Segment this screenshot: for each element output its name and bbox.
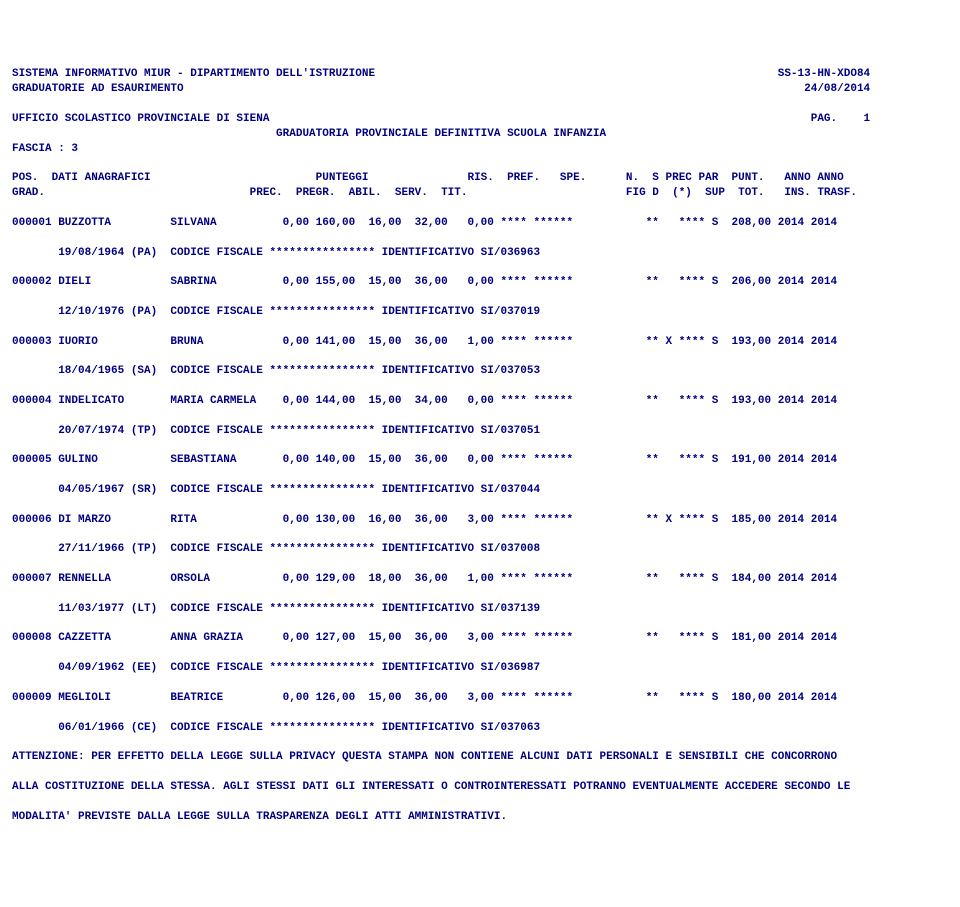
text-line: 11/03/1977 (LT) CODICE FISCALE *********… — [12, 602, 948, 617]
text-line — [12, 706, 948, 721]
text-line: ALLA COSTITUZIONE DELLA STESSA. AGLI STE… — [12, 780, 948, 795]
text-line — [12, 201, 948, 216]
text-line: 20/07/1974 (TP) CODICE FISCALE *********… — [12, 424, 948, 439]
text-line — [12, 156, 948, 171]
text-line — [12, 587, 948, 602]
text-line — [12, 735, 948, 750]
text-line: GRAD. PREC. PREGR. ABIL. SERV. TIT. FIG … — [12, 186, 948, 201]
text-line: POS. DATI ANAGRAFICI PUNTEGGI RIS. PREF.… — [12, 171, 948, 186]
text-line — [12, 379, 948, 394]
text-line: 000006 DI MARZO RITA 0,00 130,00 16,00 3… — [12, 513, 948, 528]
text-line — [12, 498, 948, 513]
text-line — [12, 765, 948, 780]
text-line — [12, 349, 948, 364]
text-line — [12, 320, 948, 335]
text-line: 06/01/1966 (CE) CODICE FISCALE *********… — [12, 721, 948, 736]
text-line — [12, 646, 948, 661]
text-line: 000008 CAZZETTA ANNA GRAZIA 0,00 127,00 … — [12, 631, 948, 646]
text-line: 000007 RENNELLA ORSOLA 0,00 129,00 18,00… — [12, 572, 948, 587]
text-line: 18/04/1965 (SA) CODICE FISCALE *********… — [12, 364, 948, 379]
text-line — [12, 557, 948, 572]
text-line: 000003 IUORIO BRUNA 0,00 141,00 15,00 36… — [12, 335, 948, 350]
text-line: 12/10/1976 (PA) CODICE FISCALE *********… — [12, 305, 948, 320]
text-line: UFFICIO SCOLASTICO PROVINCIALE DI SIENA … — [12, 112, 948, 127]
text-line — [12, 438, 948, 453]
text-line — [12, 528, 948, 543]
text-line: 27/11/1966 (TP) CODICE FISCALE *********… — [12, 542, 948, 557]
text-line — [12, 260, 948, 275]
text-line — [12, 290, 948, 305]
text-line — [12, 468, 948, 483]
text-line: 000004 INDELICATO MARIA CARMELA 0,00 144… — [12, 394, 948, 409]
text-line: 04/09/1962 (EE) CODICE FISCALE *********… — [12, 661, 948, 676]
text-line: 000005 GULINO SEBASTIANA 0,00 140,00 15,… — [12, 453, 948, 468]
document-root: SISTEMA INFORMATIVO MIUR - DIPARTIMENTO … — [12, 67, 948, 824]
text-line: FASCIA : 3 — [12, 142, 948, 157]
text-line: GRADUATORIA PROVINCIALE DEFINITIVA SCUOL… — [12, 127, 948, 142]
text-line — [12, 795, 948, 810]
text-line — [12, 231, 948, 246]
text-line: GRADUATORIE AD ESAURIMENTO 24/08/2014 — [12, 82, 948, 97]
text-line: 04/05/1967 (SR) CODICE FISCALE *********… — [12, 483, 948, 498]
text-line: SISTEMA INFORMATIVO MIUR - DIPARTIMENTO … — [12, 67, 948, 82]
text-line: 000002 DIELI SABRINA 0,00 155,00 15,00 3… — [12, 275, 948, 290]
text-line: 000001 BUZZOTTA SILVANA 0,00 160,00 16,0… — [12, 216, 948, 231]
text-line: ATTENZIONE: PER EFFETTO DELLA LEGGE SULL… — [12, 750, 948, 765]
text-line: 19/08/1964 (PA) CODICE FISCALE *********… — [12, 246, 948, 261]
text-line: MODALITA' PREVISTE DALLA LEGGE SULLA TRA… — [12, 810, 948, 825]
text-line — [12, 617, 948, 632]
text-line — [12, 409, 948, 424]
text-line — [12, 676, 948, 691]
text-line — [12, 97, 948, 112]
text-line: 000009 MEGLIOLI BEATRICE 0,00 126,00 15,… — [12, 691, 948, 706]
